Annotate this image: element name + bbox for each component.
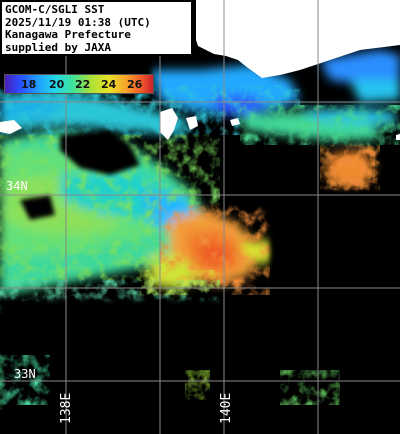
title-region: Kanagawa Prefecture bbox=[5, 28, 131, 41]
colorbar-label-24: 24 bbox=[101, 78, 117, 91]
lon-label-138e: 138E bbox=[59, 392, 74, 424]
colorbar-label-20: 20 bbox=[49, 78, 65, 91]
colorbar-label-18: 18 bbox=[21, 78, 37, 91]
title-supplier: supplied by JAXA bbox=[5, 40, 111, 54]
lat-label-33n: 33N bbox=[14, 367, 36, 381]
title-sensor: GCOM-C/SGLI SST bbox=[5, 3, 105, 16]
land bbox=[0, 0, 400, 140]
sst-colorbar: 18 20 22 24 26 bbox=[4, 74, 154, 94]
lon-label-140e: 140E bbox=[219, 392, 234, 424]
lat-label-34n: 34N bbox=[6, 179, 28, 193]
title-box: GCOM-C/SGLI SST 2025/11/19 01:38 (UTC) K… bbox=[0, 0, 193, 56]
colorbar-label-22: 22 bbox=[75, 78, 91, 91]
sst-speckle-lower bbox=[0, 150, 375, 405]
colorbar-label-26: 26 bbox=[127, 78, 143, 91]
title-datetime: 2025/11/19 01:38 (UTC) bbox=[5, 15, 151, 29]
